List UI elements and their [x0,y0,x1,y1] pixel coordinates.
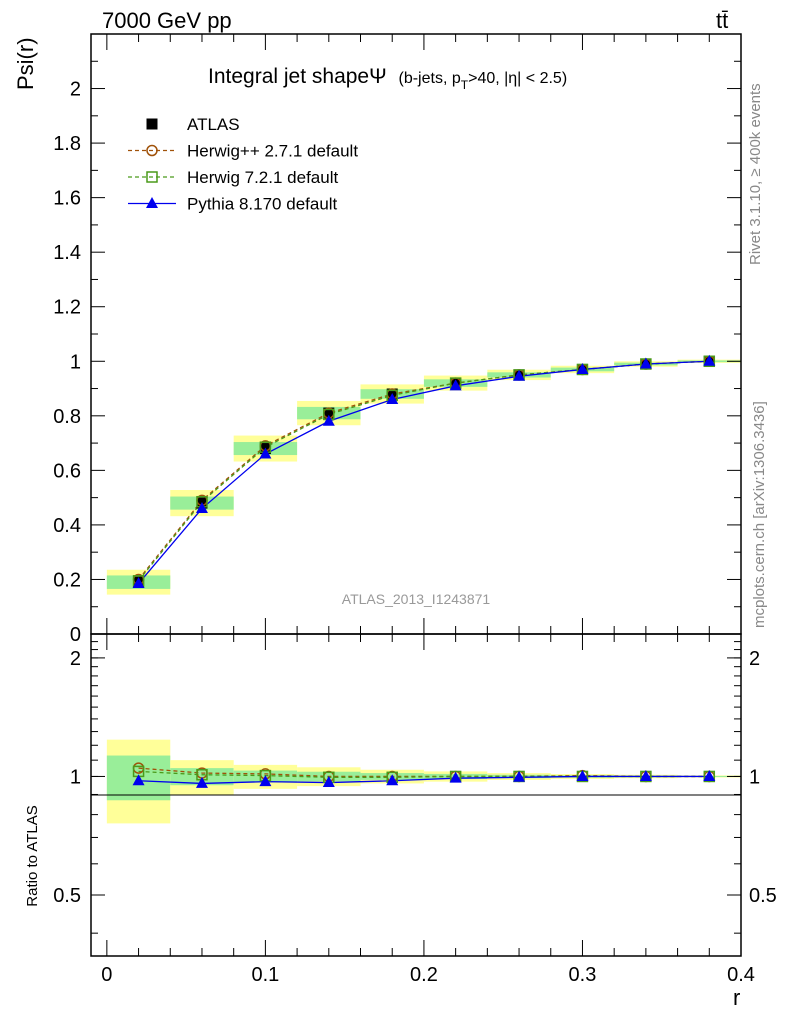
legend-marker [146,197,158,208]
ratio-y-tick-label-right: 2 [749,648,760,670]
x-tick-label: 0.4 [727,964,755,986]
legend-label: ATLAS [187,115,240,134]
legend-label: Herwig 7.2.1 default [187,168,338,187]
ratio-data-point [513,770,526,782]
ratio-y-tick-label: 1 [70,766,81,788]
subtitle-b: >40, |η| < 2.5) [468,70,567,87]
energy-label: 7000 GeV pp [102,8,232,33]
y-tick-label: 1.4 [53,242,81,264]
legend-label: Pythia 8.170 default [187,195,338,214]
ratio-series-markers [132,762,716,788]
ratio-y-tick-label: 2 [70,648,81,670]
y-tick-label: 1 [70,351,81,373]
main-y-axis-label: Psi(r) [13,37,38,90]
y-tick-label: 1.8 [53,133,81,155]
main-x-ticks [106,34,742,634]
y-tick-label: 1.6 [53,188,81,210]
ratio-series-line [138,775,710,785]
y-tick-label: 1.2 [53,297,81,319]
x-axis-label: r [733,985,740,1010]
ratio-data-point [703,769,716,781]
y-tick-label: 2 [70,79,81,101]
title-text: Integral jet shape [208,65,369,88]
ratio-y-tick-label: 0.5 [53,885,81,907]
ratio-y-axis-label: Ratio to ATLAS [24,805,41,906]
main-data-point [195,502,208,514]
legend: ATLAS Herwig++ 2.7.1 default Herwig 7.2.1 … [128,115,358,214]
main-bands [106,359,741,595]
main-data-point [449,379,462,391]
main-data-point [132,577,145,589]
legend-marker [146,171,158,183]
x-tick-label: 0.2 [410,964,438,986]
legend-label: Herwig++ 2.7.1 default [187,142,358,161]
main-y-ticks: 0 0.2 0.4 0.6 0.8 1 1.2 1.4 1.6 1.8 2 [53,33,741,646]
x-tick-label: 0 [101,964,112,986]
rivet-label: Rivet 3.1.10, ≥ 400k events [747,83,764,265]
main-data-point [576,362,589,374]
main-series-line [138,360,710,584]
legend-marker [146,144,158,157]
chart-title: Integral jet shapeΨ (b-jets, pT>40, |η| … [208,65,567,92]
ratio-y-tick-label-right: 1 [749,766,760,788]
y-tick-label: 0.2 [53,569,81,591]
y-tick-label: 0 [70,624,81,646]
main-series-markers [132,354,716,589]
subtitle-a: (b-jets, p [399,70,461,87]
y-tick-label: 0.6 [53,460,81,482]
ratio-x-ticks: 0 0.1 0.2 0.3 0.4 [101,634,755,986]
main-data-point [322,414,335,426]
y-tick-label: 0.4 [53,515,81,537]
ratio-data-point [195,776,208,788]
x-tick-label: 0.3 [569,964,597,986]
ratio-panel: 0.5 0.5 1 1 2 2 0 0.1 0.2 0.3 0.4 [53,633,777,986]
subtitle-sub: T [461,78,469,92]
ratio-series-lines [138,767,710,785]
ratio-frame [90,633,742,957]
process-label: tt̄ [716,8,728,33]
ratio-data-point [576,769,589,781]
ratio-data-point [132,774,145,786]
ratio-y-ticks: 0.5 0.5 1 1 2 2 [53,641,777,934]
main-data-point [323,407,335,419]
ratio-data-point [259,775,272,787]
title-symbol: Ψ [369,65,387,88]
main-panel: 0 0.2 0.4 0.6 0.8 1 1.2 1.4 1.6 1.8 2 [53,33,742,646]
main-data-point [513,369,526,381]
main-data-point [703,354,716,366]
ratio-data-point [449,771,462,783]
y-tick-label: 0.8 [53,406,81,428]
ratio-data-point [386,774,399,786]
ratio-y-tick-label-right: 0.5 [749,885,777,907]
ratio-data-point [639,769,652,781]
main-data-point [259,447,272,459]
mcplots-label: mcplots.cern.ch [arXiv:1306.3436] [751,401,768,628]
ratio-data-point [322,776,335,788]
main-data-point [386,392,399,404]
legend-marker [146,118,158,130]
ratio-band-green [170,768,234,786]
main-data-point [639,357,652,369]
x-tick-label: 0.1 [251,964,279,986]
analysis-id-label: ATLAS_2013_I1243871 [342,591,491,607]
main-series-lines [138,360,710,584]
